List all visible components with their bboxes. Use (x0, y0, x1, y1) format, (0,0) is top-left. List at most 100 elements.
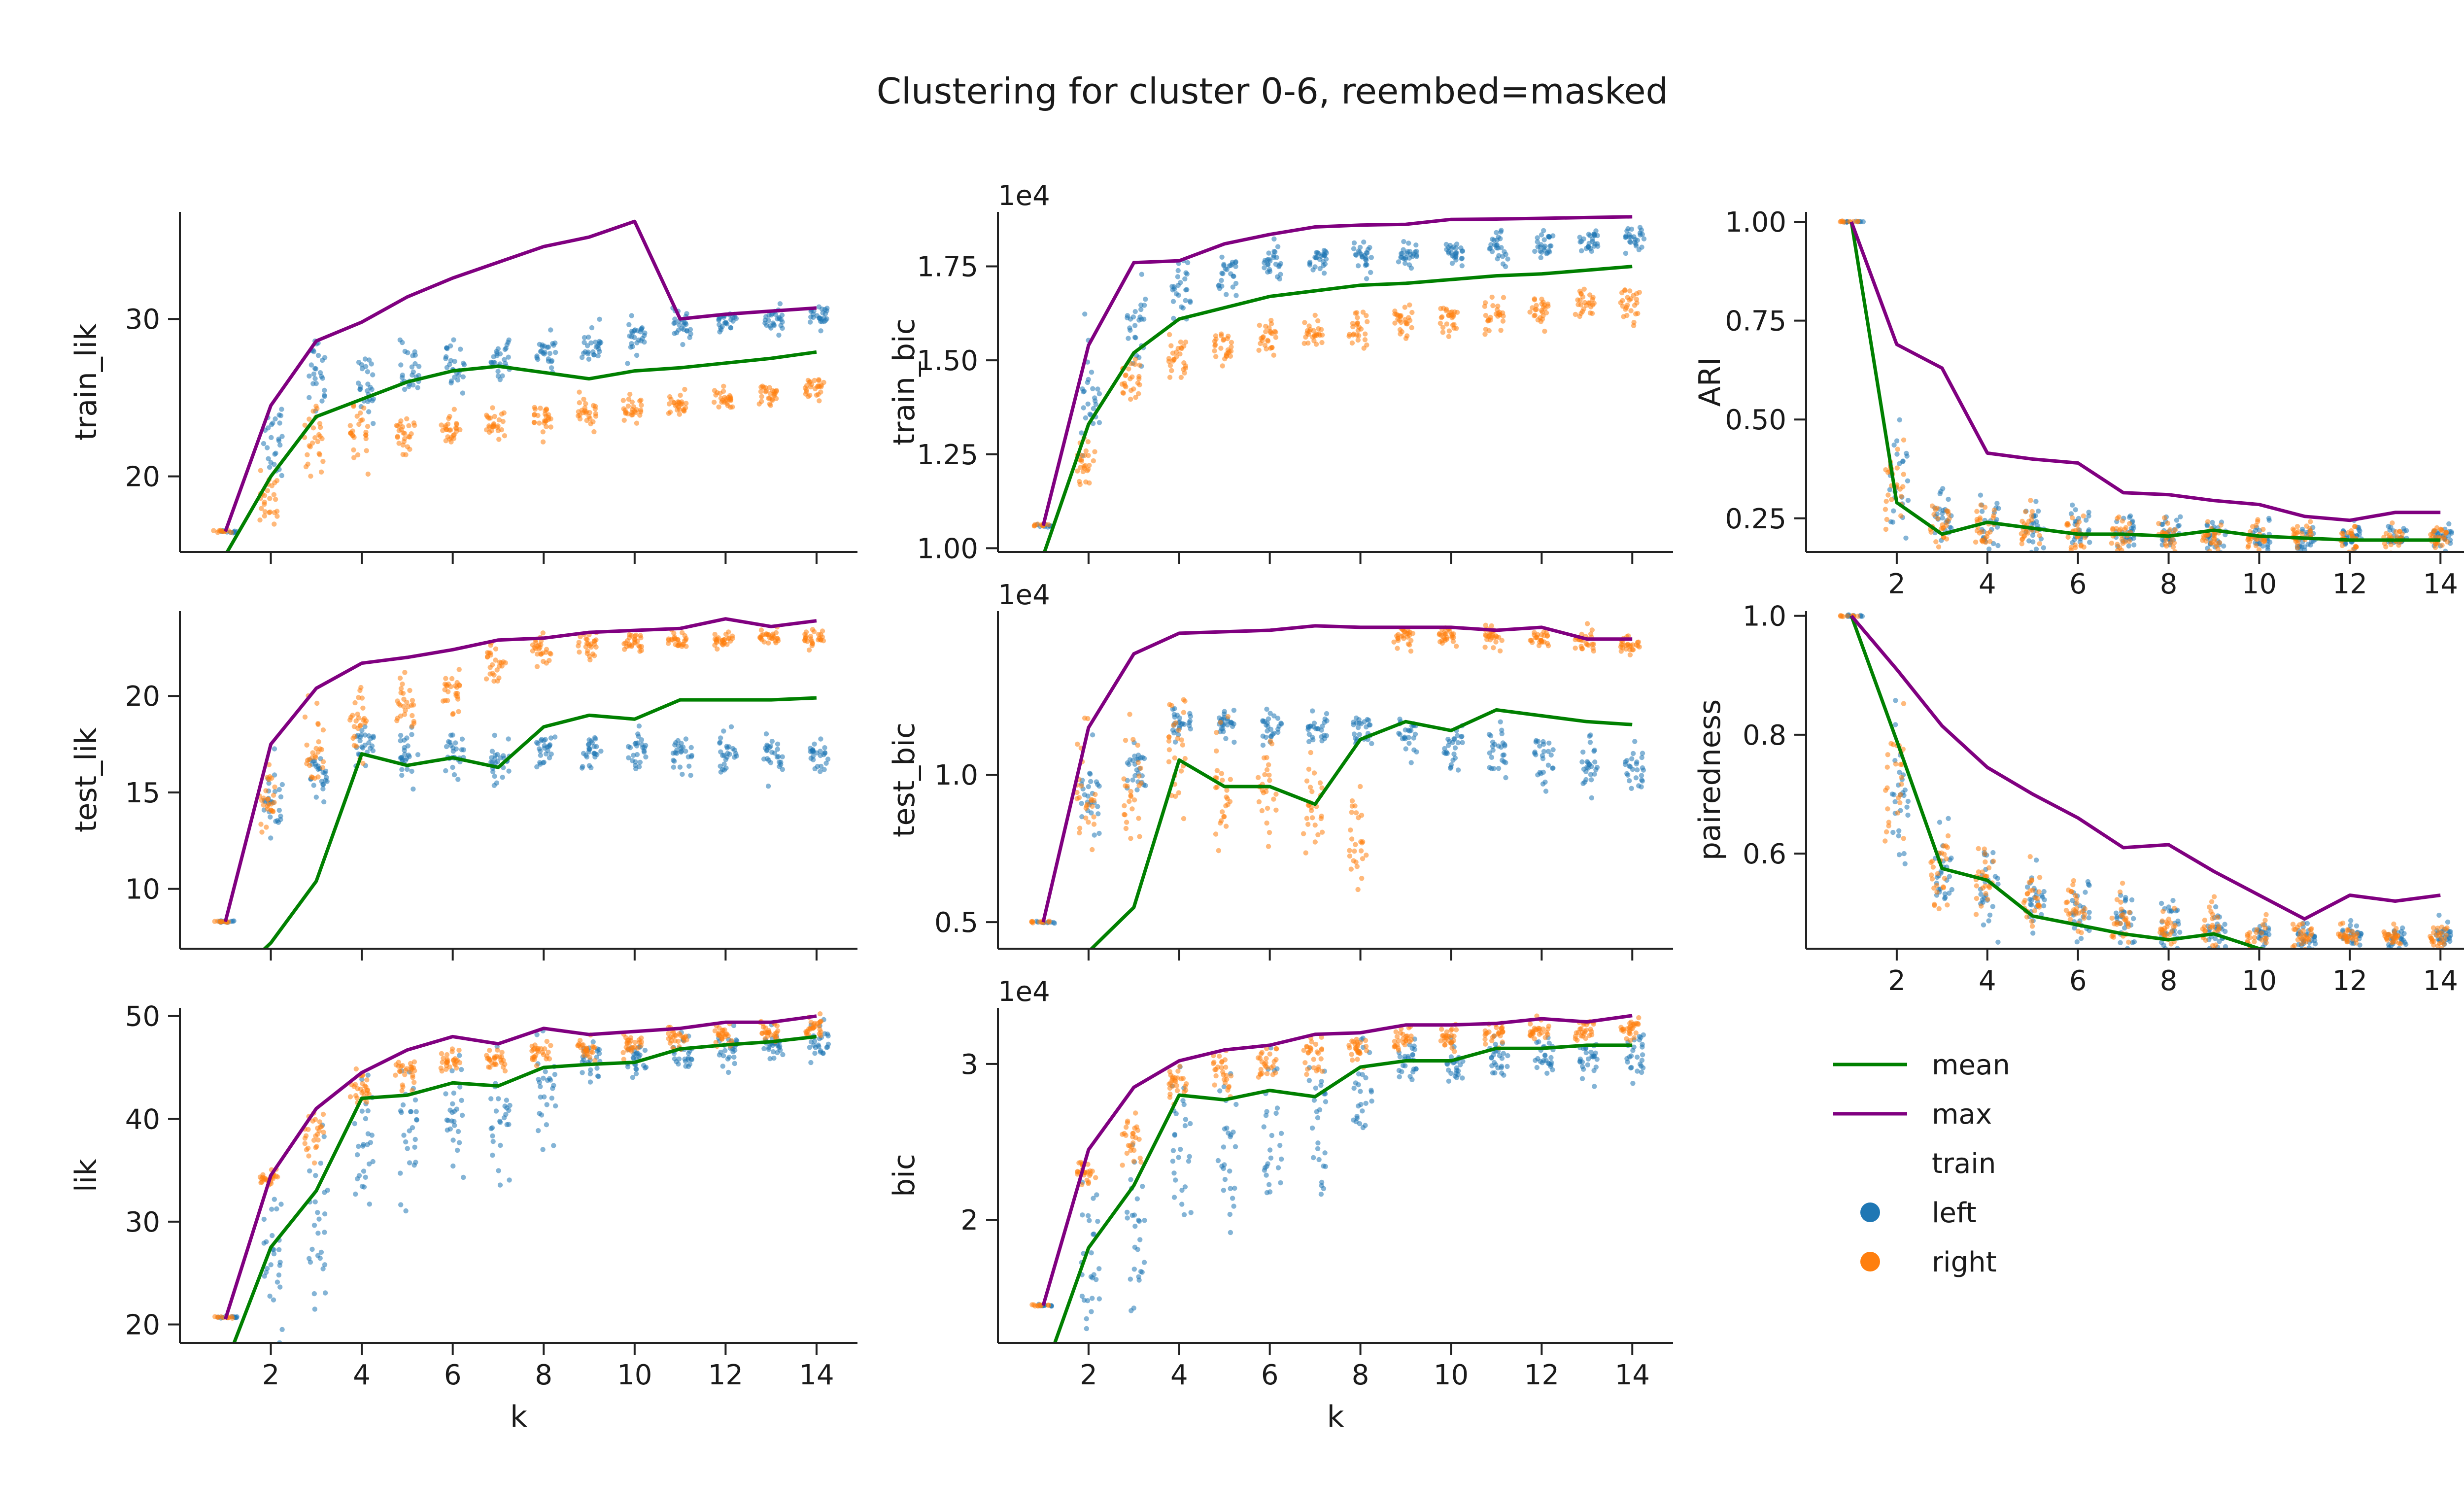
scatter-point-left (1086, 377, 1091, 382)
scatter-point-right (1627, 288, 1633, 294)
scatter-point-right (774, 388, 779, 393)
scatter-point-left (553, 349, 558, 355)
scatter-point-right (1397, 317, 1403, 323)
scatter-point-left (1503, 775, 1508, 781)
scatter-point-left (817, 315, 822, 321)
scatter-point-right (1391, 639, 1397, 645)
scatter-point-left (359, 1108, 365, 1114)
scatter-point-left (1489, 755, 1495, 760)
scatter-point-right (2120, 518, 2125, 524)
scatter-point-right (1589, 627, 1595, 633)
scatter-point-left (2073, 507, 2078, 513)
scatter-point-left (1501, 752, 1507, 758)
scatter-point-right (584, 641, 590, 646)
scatter-point-left (775, 747, 781, 752)
scatter-point-right (2211, 894, 2217, 899)
scatter-point-left (399, 773, 405, 778)
scatter-point-left (538, 1084, 543, 1089)
scatter-point-right (2216, 926, 2222, 932)
scatter-point-right (2082, 906, 2088, 912)
scatter-point-left (1459, 248, 1465, 254)
scatter-point-right (593, 411, 599, 416)
scatter-point-right (806, 647, 812, 653)
y-tick-label: 20 (125, 461, 160, 493)
scatter-point-right (312, 1117, 318, 1122)
scatter-point-left (630, 758, 635, 763)
scatter-point-left (1905, 812, 1911, 818)
scatter-point-right (1220, 363, 1225, 369)
scatter-point-right (2115, 542, 2120, 547)
scatter-point-left (1455, 733, 1460, 738)
scatter-point-right (259, 829, 265, 835)
scatter-point-left (1264, 706, 1269, 712)
scatter-point-right (2019, 541, 2024, 547)
scatter-point-left (1138, 307, 1144, 312)
scatter-point-right (1305, 822, 1311, 827)
scatter-point-right (1304, 816, 1310, 821)
scatter-point-right (446, 416, 451, 421)
scatter-point-right (1933, 507, 1938, 513)
scatter-point-left (589, 325, 595, 331)
scatter-point-right (583, 401, 588, 407)
scatter-point-right (353, 1066, 359, 1072)
scatter-point-left (684, 328, 690, 334)
scatter-point-left (371, 396, 376, 402)
scatter-point-left (1262, 260, 1267, 266)
scatter-point-right (577, 650, 582, 655)
y-axis-label: ARI (1693, 357, 1727, 407)
scatter-point-left (1319, 738, 1325, 744)
scatter-point-left (1978, 492, 1984, 498)
scatter-point-left (404, 756, 410, 761)
scatter-point-left (1313, 250, 1319, 255)
scatter-point-left (549, 1096, 555, 1101)
scatter-point-right (1128, 388, 1134, 393)
scatter-point-left (504, 1098, 510, 1103)
scatter-point-right (411, 422, 417, 428)
scatter-point-right (1350, 324, 1356, 330)
scatter-point-right (315, 439, 320, 445)
scatter-point-right (310, 425, 316, 431)
scatter-point-left (763, 314, 769, 319)
scatter-point-left (777, 764, 782, 769)
scatter-point-right (2390, 520, 2395, 526)
x-tick-label: 8 (2160, 965, 2178, 997)
scatter-point-left (2312, 938, 2318, 943)
scatter-point-left (2087, 540, 2092, 545)
scatter-point-left (312, 1306, 317, 1312)
scatter-point-left (1947, 874, 1952, 879)
scatter-point-right (728, 638, 733, 644)
scatter-point-left (1233, 293, 1239, 298)
scatter-point-right (410, 713, 415, 719)
scatter-point-right (272, 480, 277, 485)
scatter-point-left (2266, 950, 2271, 955)
scatter-point-left (1901, 851, 1907, 857)
scatter-point-left (320, 786, 326, 791)
scatter-point-right (1542, 328, 1547, 334)
scatter-point-right (803, 634, 809, 639)
scatter-point-right (625, 1047, 630, 1053)
scatter-point-right (404, 416, 410, 421)
scatter-point-left (1494, 245, 1500, 251)
scatter-point-left (1406, 240, 1411, 246)
scatter-point-left (460, 390, 465, 396)
scatter-point-right (2110, 526, 2116, 531)
scatter-point-left (1364, 262, 1369, 268)
scatter-point-left (1542, 779, 1548, 785)
scatter-point-left (1413, 242, 1419, 248)
scatter-point-right (2117, 889, 2123, 895)
scatter-point-left (721, 767, 727, 773)
scatter-point-right (267, 509, 273, 515)
scatter-point-left (1408, 728, 1414, 733)
scatter-point-left (274, 1279, 280, 1285)
scatter-point-right (1214, 730, 1219, 735)
scatter-point-left (539, 1112, 545, 1118)
line-max (1849, 221, 2441, 522)
scatter-point-left (1633, 241, 1639, 247)
scatter-point-right (269, 775, 274, 781)
scatter-point-left (1357, 249, 1363, 255)
scatter-point-right (1219, 771, 1225, 776)
scatter-point-left (548, 365, 554, 371)
scatter-point-left (449, 1068, 455, 1073)
scatter-point-right (1898, 493, 1904, 499)
x-tick-label: 4 (1979, 568, 1996, 600)
